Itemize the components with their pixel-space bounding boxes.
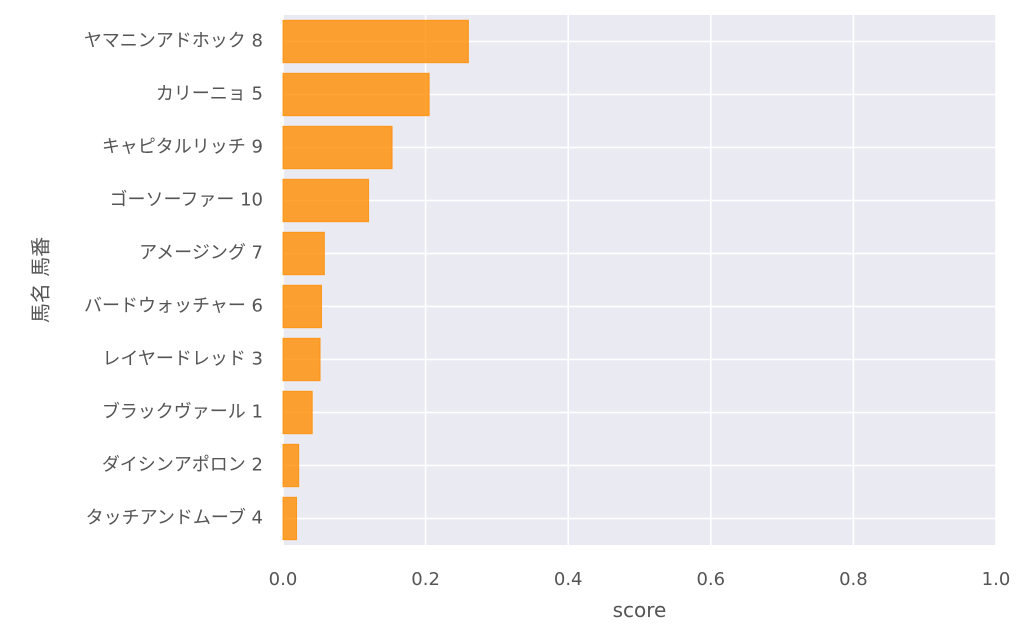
bars xyxy=(282,19,469,541)
y-tick-label: レイヤードレッド 3 xyxy=(102,349,263,370)
bar xyxy=(282,178,370,223)
x-axis-tick-labels: 0.0 0.2 0.4 0.6 0.8 1.0 xyxy=(269,569,1011,590)
y-tick-label: ヤマニンアドホック 8 xyxy=(84,31,263,52)
y-tick-label: ゴーソーファー 10 xyxy=(109,190,263,211)
x-tick-label: 0.0 xyxy=(269,569,298,590)
y-axis-tick-labels: ヤマニンアドホック 8 カリーニョ 5 キャピタルリッチ 9 ゴーソーファー 10 アメ… xyxy=(84,31,263,529)
bar xyxy=(282,125,393,170)
y-tick-label: アメージング 7 xyxy=(139,243,263,264)
x-tick-label: 0.2 xyxy=(411,569,440,590)
x-tick-label: 0.6 xyxy=(696,569,725,590)
y-tick-label: ダイシンアポロン 2 xyxy=(102,455,263,476)
y-tick-label: バードウォッチャー 6 xyxy=(84,296,263,317)
bar xyxy=(282,337,321,382)
x-tick-label: 0.8 xyxy=(839,569,868,590)
y-tick-label: タッチアンドムーブ 4 xyxy=(86,507,263,529)
bar xyxy=(282,443,300,488)
x-tick-label: 0.4 xyxy=(554,569,583,590)
y-axis-title: 馬名 馬番 xyxy=(29,237,53,323)
y-tick-label: ブラックヴァール 1 xyxy=(102,401,263,423)
bar xyxy=(282,231,325,276)
bar xyxy=(282,496,298,541)
bar xyxy=(282,72,430,117)
bar xyxy=(282,390,313,435)
bar xyxy=(282,284,323,329)
x-axis-title: score xyxy=(613,598,667,622)
x-tick-label: 1.0 xyxy=(982,569,1011,590)
y-tick-label: キャピタルリッチ 9 xyxy=(102,137,263,158)
bar xyxy=(282,19,469,64)
y-tick-label: カリーニョ 5 xyxy=(156,84,263,105)
